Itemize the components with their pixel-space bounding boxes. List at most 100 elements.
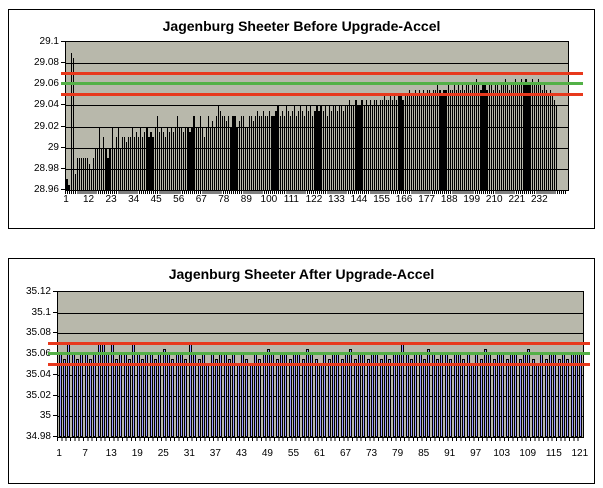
bar xyxy=(160,126,162,190)
bar xyxy=(404,94,406,190)
bar xyxy=(314,359,318,437)
bar xyxy=(105,147,107,190)
bar xyxy=(297,354,301,437)
bar xyxy=(70,52,72,190)
bar xyxy=(539,84,541,190)
x-tick-label: 210 xyxy=(485,194,503,205)
x-tick-label: 61 xyxy=(313,448,326,459)
y-tick-label: 35.06 xyxy=(25,348,51,360)
y-axis-tick xyxy=(53,291,57,292)
bar xyxy=(102,343,106,437)
x-tick-label: 166 xyxy=(395,194,413,205)
bar xyxy=(119,147,121,190)
x-tick-label: 78 xyxy=(218,194,230,205)
bar xyxy=(205,126,207,190)
bar xyxy=(148,137,150,190)
bar xyxy=(433,89,435,190)
gridline xyxy=(58,333,583,335)
bar xyxy=(127,137,130,190)
bar xyxy=(336,110,339,190)
bar xyxy=(449,359,453,437)
bar xyxy=(498,89,500,190)
bar xyxy=(554,100,556,190)
bar xyxy=(397,354,401,437)
bar xyxy=(327,359,331,437)
bar xyxy=(123,137,125,190)
bar xyxy=(244,126,246,190)
bar xyxy=(444,354,448,437)
bar xyxy=(579,354,583,437)
bar xyxy=(362,354,366,437)
bar xyxy=(424,94,427,190)
x-tick-label: 232 xyxy=(530,194,548,205)
bar xyxy=(332,354,336,437)
lower-limit-line xyxy=(61,92,583,96)
bar xyxy=(574,354,578,437)
bar xyxy=(400,94,402,190)
bar xyxy=(91,168,93,190)
bar xyxy=(184,359,188,437)
bar xyxy=(451,89,453,190)
bar xyxy=(301,359,305,437)
bar xyxy=(195,126,197,190)
bar xyxy=(396,100,398,190)
x-tick-label: 111 xyxy=(283,194,299,205)
bar xyxy=(531,79,533,190)
y-tick-label: 29.02 xyxy=(33,120,59,132)
x-tick-label: 1 xyxy=(56,448,62,459)
gridline xyxy=(58,312,583,314)
bar xyxy=(462,359,466,437)
x-tick-label: 89 xyxy=(240,194,252,205)
bar xyxy=(86,158,89,190)
bar xyxy=(330,110,332,190)
bar xyxy=(445,89,447,190)
bar xyxy=(410,94,412,190)
bar xyxy=(175,354,179,437)
bar xyxy=(236,126,238,190)
bar xyxy=(316,105,318,190)
bar xyxy=(318,110,320,190)
bar xyxy=(527,348,531,437)
bar xyxy=(306,105,308,190)
y-axis-tick xyxy=(61,125,65,127)
bar xyxy=(384,94,386,190)
bar xyxy=(509,89,511,190)
bar xyxy=(517,84,519,190)
bar xyxy=(275,110,277,190)
bar xyxy=(566,359,570,437)
bar xyxy=(358,354,362,437)
bar xyxy=(367,105,369,190)
bar xyxy=(416,94,418,190)
bar xyxy=(82,158,84,190)
bar xyxy=(242,116,244,190)
bar xyxy=(219,354,223,437)
bar xyxy=(279,116,281,190)
bar xyxy=(379,359,383,437)
gridline xyxy=(66,63,568,65)
bar xyxy=(398,94,400,190)
bar xyxy=(392,354,396,437)
bar xyxy=(220,110,222,190)
bar xyxy=(289,116,291,190)
bar xyxy=(494,84,496,190)
bar xyxy=(500,84,502,190)
y-tick-label: 35.04 xyxy=(25,368,51,380)
bar xyxy=(470,364,474,437)
bar xyxy=(488,84,490,190)
bar xyxy=(281,110,283,190)
bar xyxy=(482,84,484,190)
bar xyxy=(110,343,114,437)
bar xyxy=(486,89,488,190)
x-tick-label: 109 xyxy=(519,448,537,459)
bar xyxy=(347,105,349,190)
bar xyxy=(470,89,472,190)
bar xyxy=(328,105,330,190)
bar xyxy=(63,359,66,437)
bar xyxy=(514,354,518,437)
bar xyxy=(131,126,134,190)
x-axis-ticks xyxy=(57,438,582,441)
bar xyxy=(265,116,267,190)
bar xyxy=(320,105,322,190)
bar xyxy=(377,105,380,190)
bar xyxy=(552,94,554,190)
